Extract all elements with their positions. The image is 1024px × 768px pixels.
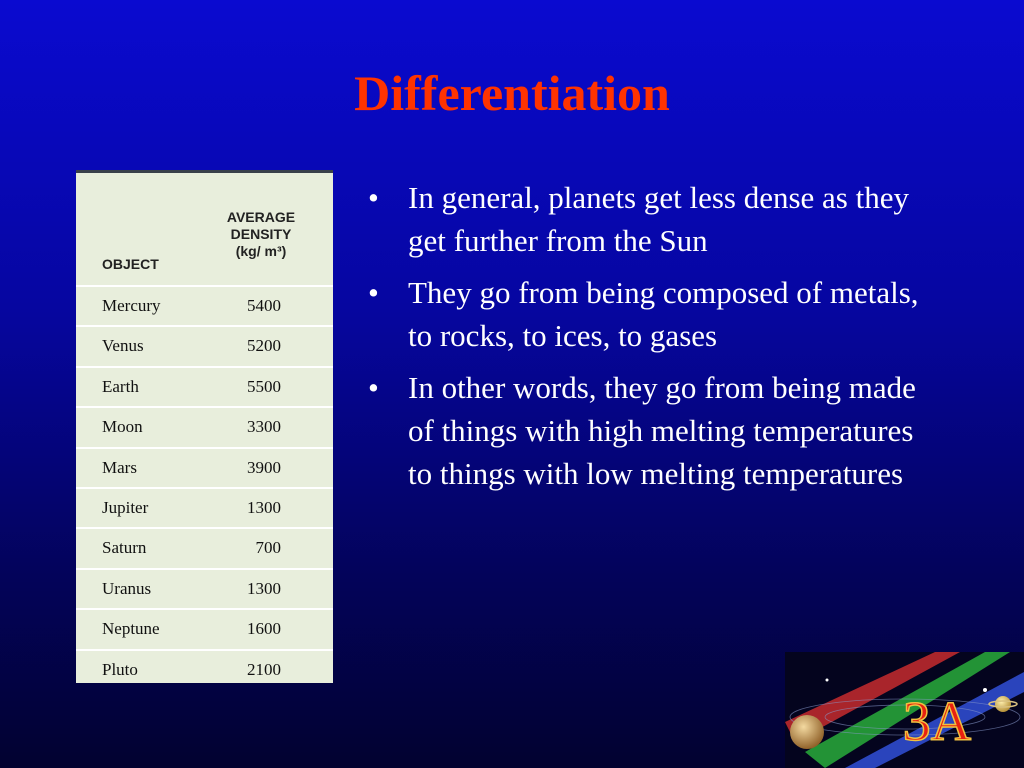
ring xyxy=(988,700,1018,708)
density-value: 3300 xyxy=(247,417,281,437)
bullet-item: In general, planets get less dense as th… xyxy=(368,176,943,262)
table-row: Mars 3900 xyxy=(76,449,333,489)
table-body: Mercury 5400 Venus 5200 Earth 5500 Moon 3300 Mar… xyxy=(76,287,333,689)
star xyxy=(983,688,987,692)
planet xyxy=(995,696,1011,712)
orbit xyxy=(789,698,1021,736)
slide-title: Differentiation xyxy=(354,65,670,121)
beam xyxy=(785,652,960,742)
object-name: Mercury xyxy=(102,296,161,315)
object-name: Neptune xyxy=(102,619,160,639)
object-name: Saturn xyxy=(102,538,147,558)
logo: 3A xyxy=(785,652,1024,768)
table-row: Mercury 5400 xyxy=(76,287,333,328)
density-value: 5500 xyxy=(247,376,281,396)
header-line: DENSITY xyxy=(230,226,292,242)
object-name: Mars xyxy=(102,457,137,477)
star xyxy=(825,678,829,682)
table-row: Saturn 700 xyxy=(76,529,333,570)
density-value: 1300 xyxy=(247,497,281,517)
table-row: Earth 5500 xyxy=(76,368,333,409)
table-row: Jupiter 1300 xyxy=(76,489,333,530)
column-header: OBJECT xyxy=(102,256,159,272)
header-line: (kg/ m³) xyxy=(235,243,287,259)
table-header: OBJECT AVERAGE DENSITY (kg/ m³) xyxy=(76,173,333,287)
density-table: OBJECT AVERAGE DENSITY (kg/ m³) Mercury 5… xyxy=(76,170,333,683)
column-header: AVERAGE DENSITY (kg/ m³) xyxy=(211,209,311,260)
table-row: Pluto 2100 xyxy=(76,651,333,689)
density-value: 3900 xyxy=(247,457,281,477)
beam xyxy=(805,652,1010,768)
table-row: Venus 5200 xyxy=(76,327,333,368)
orbit xyxy=(824,704,986,730)
bullet-list: In general, planets get less dense as th… xyxy=(368,176,943,504)
logo-text: 3A xyxy=(903,691,972,753)
object-name: Pluto xyxy=(102,659,138,679)
density-value: 1300 xyxy=(247,578,281,598)
object-name: Moon xyxy=(102,417,143,437)
object-name: Uranus xyxy=(102,578,152,598)
header-line: AVERAGE xyxy=(226,209,296,225)
density-value: 5400 xyxy=(247,296,281,315)
object-name: Venus xyxy=(102,336,144,356)
density-value: 2100 xyxy=(247,659,281,679)
density-value: 1600 xyxy=(247,619,281,639)
bullet-item: In other words, they go from being made … xyxy=(368,366,943,495)
object-name: Jupiter xyxy=(102,497,149,517)
object-name: Earth xyxy=(102,376,139,396)
density-value: 700 xyxy=(255,538,282,558)
bullet-item: They go from being composed of metals, t… xyxy=(368,271,943,357)
table-row: Neptune 1600 xyxy=(76,610,333,651)
table-row: Uranus 1300 xyxy=(76,570,333,611)
beam xyxy=(845,672,1024,768)
planet xyxy=(790,715,824,749)
table-row: Moon 3300 xyxy=(76,408,333,449)
density-value: 5200 xyxy=(247,336,281,356)
